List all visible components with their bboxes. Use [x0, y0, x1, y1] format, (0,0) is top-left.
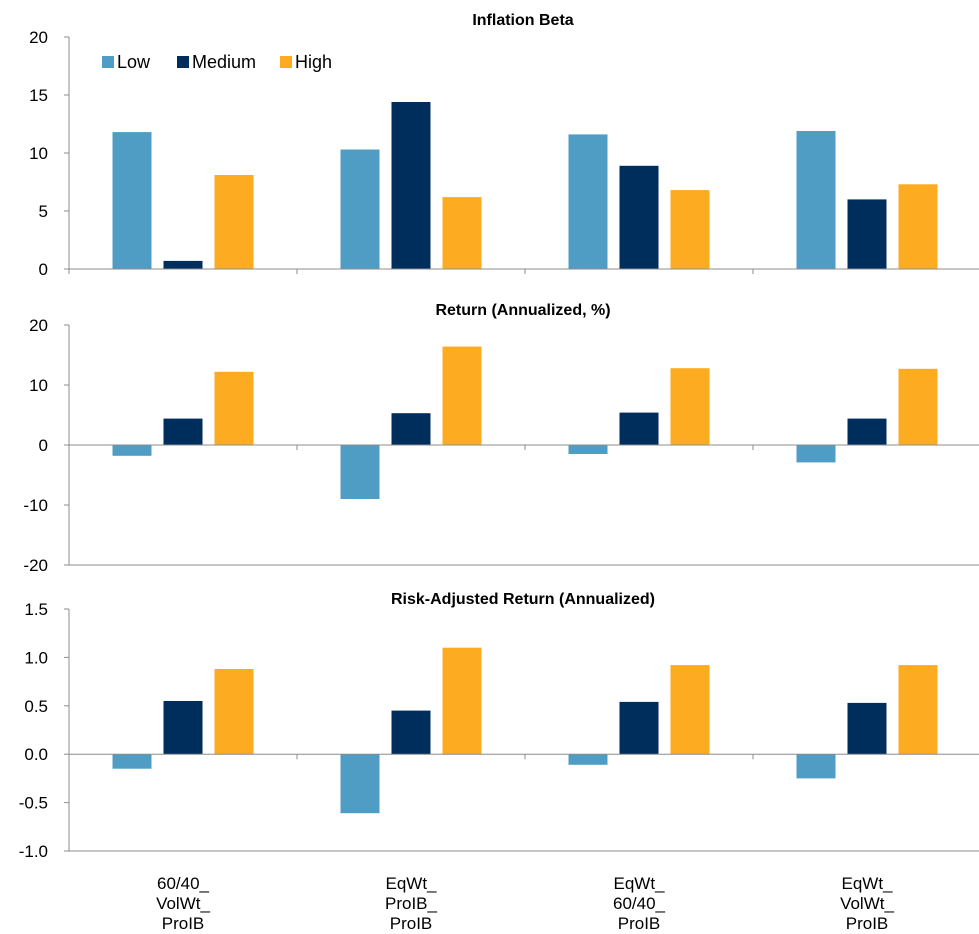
legend-swatch-low [102, 56, 114, 68]
y-tick-label: 15 [29, 86, 48, 105]
bar-medium [619, 701, 659, 755]
bar-low [568, 134, 608, 269]
bar-high [670, 665, 710, 755]
bar-low [340, 754, 380, 814]
y-tick-label: -20 [23, 556, 48, 575]
y-tick-label: 0 [39, 436, 48, 455]
bar-medium [619, 165, 659, 269]
bar-medium [847, 199, 887, 269]
category-label-line: EqWt_ [385, 874, 437, 893]
chart-panel: Risk-Adjusted Return (Annualized) -1.0 -0.… [19, 591, 979, 861]
bar-low [340, 149, 380, 269]
legend-swatch-high [280, 56, 292, 68]
y-tick-label: 20 [29, 316, 48, 335]
category-label-line: ProIB [846, 914, 889, 933]
bar-high [442, 346, 482, 445]
bar-medium [391, 102, 431, 269]
chart-panel: Inflation Beta 0 5 10 15 20 [29, 12, 979, 279]
bar-high [898, 184, 938, 269]
category-label-line: 60/40_ [613, 894, 666, 913]
category-label-line: EqWt_ [841, 874, 893, 893]
y-tick-label: 10 [29, 144, 48, 163]
bar-medium [619, 412, 659, 445]
bar-medium [163, 418, 203, 445]
y-tick-label: 1.5 [24, 600, 48, 619]
legend-label-high: High [295, 52, 332, 72]
bar-medium [163, 701, 203, 755]
y-tick-label: 0.0 [24, 745, 48, 764]
bar-low [568, 445, 608, 454]
panel-title: Inflation Beta [472, 12, 573, 29]
bar-low [796, 445, 836, 463]
y-tick-label: -1.0 [19, 842, 48, 861]
chart-panel: Return (Annualized, %) -20 -10 0 10 20 [23, 302, 979, 575]
bar-low [340, 445, 380, 499]
y-tick-label: -0.5 [19, 794, 48, 813]
category-label-line: ProIB_ [385, 894, 438, 913]
category-label-line: VolWt_ [156, 894, 210, 913]
bar-low [112, 754, 152, 769]
x-category-labels: 60/40_ VolWt_ ProIB EqWt_ ProIB_ ProIB E… [156, 874, 894, 933]
y-tick-label: -10 [23, 496, 48, 515]
bar-high [670, 368, 710, 445]
y-tick-label: 0.5 [24, 697, 48, 716]
bar-medium [391, 710, 431, 755]
bar-medium [847, 418, 887, 445]
category-label-line: ProIB [162, 914, 205, 933]
y-tick-label: 0 [39, 260, 48, 279]
bar-high [442, 647, 482, 755]
y-tick-label: 20 [29, 28, 48, 47]
panel-title: Risk-Adjusted Return (Annualized) [391, 591, 655, 608]
panel-title: Return (Annualized, %) [435, 302, 610, 319]
bar-high [214, 669, 254, 755]
category-label-line: ProIB [618, 914, 661, 933]
bar-high [670, 190, 710, 269]
bar-low [796, 131, 836, 269]
bar-medium [391, 413, 431, 445]
bar-high [898, 665, 938, 755]
y-tick-label: 10 [29, 376, 48, 395]
y-tick-label: 5 [39, 202, 48, 221]
bar-low [796, 754, 836, 779]
bar-high [214, 175, 254, 269]
category-label-line: ProIB [390, 914, 433, 933]
category-label-line: EqWt_ [613, 874, 665, 893]
legend-swatch-medium [177, 56, 189, 68]
bar-high [442, 197, 482, 269]
bar-medium [163, 260, 203, 269]
category-label-line: 60/40_ [157, 874, 210, 893]
bar-low [568, 754, 608, 765]
chart-legend: Low Medium High [102, 52, 332, 72]
category-label-line: VolWt_ [840, 894, 894, 913]
bar-high [214, 371, 254, 445]
legend-label-medium: Medium [192, 52, 256, 72]
bar-high [898, 368, 938, 445]
bar-low [112, 445, 152, 456]
bar-low [112, 132, 152, 269]
legend-label-low: Low [117, 52, 151, 72]
y-tick-label: 1.0 [24, 648, 48, 667]
bar-medium [847, 702, 887, 755]
